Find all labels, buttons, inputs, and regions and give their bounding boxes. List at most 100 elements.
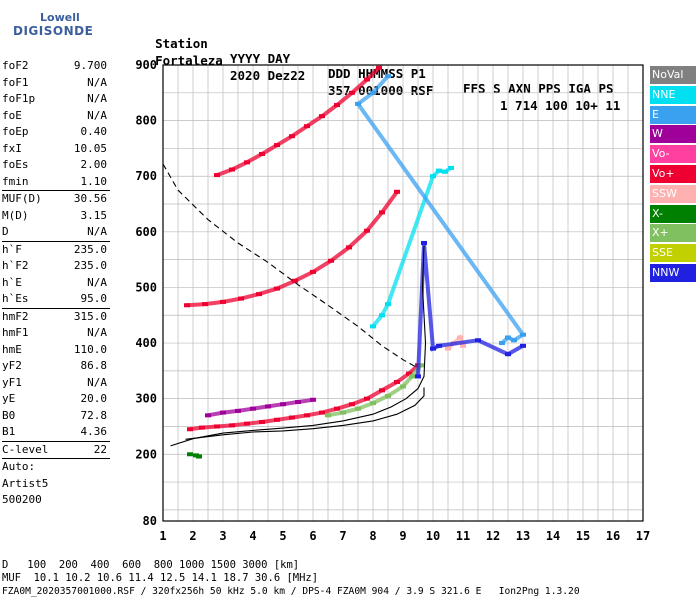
param-separator (2, 190, 110, 191)
param-name: B0 (2, 408, 16, 422)
header-params-value: 1 714 100 10+ 11 (500, 98, 621, 113)
param-name: MUF(D) (2, 192, 42, 205)
series-nne (370, 165, 454, 329)
param-value: 3.15 (80, 208, 108, 222)
param-value: 4.36 (80, 425, 108, 438)
param-name: foF2 (2, 59, 29, 72)
param-row: foF1 N/A (2, 75, 107, 92)
param-name: h`E (2, 275, 22, 289)
data-point (415, 374, 421, 379)
param-separator (2, 440, 110, 442)
param-name: B1 (2, 425, 16, 438)
data-point (325, 413, 331, 418)
param-name: hmF1 (2, 326, 29, 339)
param-row: D N/A (2, 224, 107, 241)
param-separator (2, 240, 110, 242)
param-value: N/A (87, 225, 107, 238)
legend-item: X+ (650, 224, 696, 243)
auto-scaling-line: 500200 (2, 493, 42, 506)
param-value: 20.0 (80, 392, 108, 405)
param-value: N/A (87, 92, 107, 105)
param-value: 86.8 (80, 359, 108, 372)
echo-trace (186, 190, 399, 308)
x-tick-label: 17 (636, 529, 650, 543)
header-date-value: 2020 Dez22 (230, 68, 306, 83)
param-row: C-level 22 (2, 442, 107, 459)
series-x- (187, 452, 202, 459)
footer-info-row: FZA0M_2020357001000.RSF / 320fx256h 50 k… (2, 586, 580, 597)
param-name: h`Es (2, 292, 29, 305)
param-value: 235.0 (73, 242, 107, 256)
plot-frame (162, 64, 644, 522)
param-row: hmF2 315.0 (2, 309, 107, 326)
param-value: N/A (87, 275, 107, 289)
header-row-2: Fortaleza 2020 Dez22 357 001000 RSF 1 71… (140, 38, 620, 113)
param-row: hmF1 N/A (2, 325, 107, 342)
x-tick-label: 15 (576, 529, 590, 543)
y-tick-label: 300 (135, 392, 157, 406)
legend-item: NoVal (650, 66, 696, 84)
data-point (448, 165, 454, 170)
param-name: foEp (2, 125, 29, 138)
param-name: fmin (2, 174, 29, 188)
param-value: N/A (87, 326, 107, 339)
x-tick-label: 16 (606, 529, 620, 543)
data-point (310, 397, 316, 402)
legend-item: Vo+ (650, 164, 696, 183)
param-value: N/A (87, 108, 107, 122)
y-tick-label: 500 (135, 280, 157, 294)
logo-lowell: Lowell (40, 11, 80, 24)
param-row: fmin 1.10 (2, 174, 107, 191)
legend-item: W (650, 125, 696, 144)
param-name: M(D) (2, 208, 29, 222)
y-tick-label: 600 (135, 225, 157, 239)
param-value: N/A (87, 75, 107, 89)
param-name: yE (2, 392, 16, 405)
data-point (376, 65, 382, 70)
header-station-label: Station (155, 36, 208, 51)
x-tick-label: 10 (426, 529, 440, 543)
param-name: fxI (2, 141, 22, 155)
chart-ticks: 1 2 3 4 5 6 7 8 9 10 11 12 13 14 15 16 17802003004005006… (135, 58, 650, 543)
data-point (445, 346, 451, 351)
polarization-legend: NoVal NNE E W Vo- Vo+ SSW X- X+ SSE NNW (650, 66, 696, 284)
series-nnw (415, 240, 526, 379)
header-params-label: FFS S AXN PPS IGA PS (463, 81, 614, 96)
param-row: foEp 0.40 (2, 124, 107, 141)
param-row: hmE 110.0 (2, 342, 107, 359)
legend-item: NNW (650, 263, 696, 282)
param-name: D (2, 225, 9, 238)
param-value: 0.40 (80, 125, 108, 138)
chart-axes (162, 64, 644, 522)
param-row: h`F 235.0 (2, 242, 107, 259)
data-point (205, 413, 211, 418)
data-point (184, 303, 190, 308)
legend-item: X- (650, 204, 696, 223)
footer-muf-row: MUF 10.1 10.2 10.6 11.4 12.5 14.1 18.7 3… (2, 572, 319, 584)
param-value: 72.8 (80, 408, 108, 422)
data-point (418, 363, 424, 368)
chart-grid (162, 64, 644, 521)
legend-item: SSE (650, 244, 696, 263)
footer-distance-row: D 100 200 400 600 800 1000 1500 3000 [km… (2, 559, 300, 571)
y-tick-label: 800 (135, 114, 157, 128)
param-row: M(D) 3.15 (2, 208, 107, 225)
param-name: h`F (2, 242, 22, 256)
auto-scaling-line: Auto: (2, 460, 36, 473)
echo-trace (327, 364, 423, 418)
ionogram-chart: 1 2 3 4 5 6 7 8 9 10 11 12 13 14 15 16 17802003004005006… (135, 58, 650, 543)
param-separator (2, 307, 110, 309)
param-row: foE N/A (2, 108, 107, 125)
param-row: yF2 86.8 (2, 358, 107, 375)
param-value: 315.0 (73, 309, 107, 323)
header-station-value: Fortaleza (155, 53, 223, 68)
echo-trace (355, 74, 526, 345)
data-point (187, 427, 193, 432)
scaled-parameters-panel: foF2 9.700 foF1 N/A foF1p N/A foE N/A foEp 0.40 fx… (2, 58, 110, 509)
param-value: 110.0 (73, 342, 107, 356)
param-name: foF1 (2, 75, 29, 89)
series-w (205, 397, 316, 418)
x-tick-label: 12 (486, 529, 500, 543)
param-row: B0 72.8 (2, 408, 107, 425)
param-name: h`F2 (2, 259, 29, 272)
